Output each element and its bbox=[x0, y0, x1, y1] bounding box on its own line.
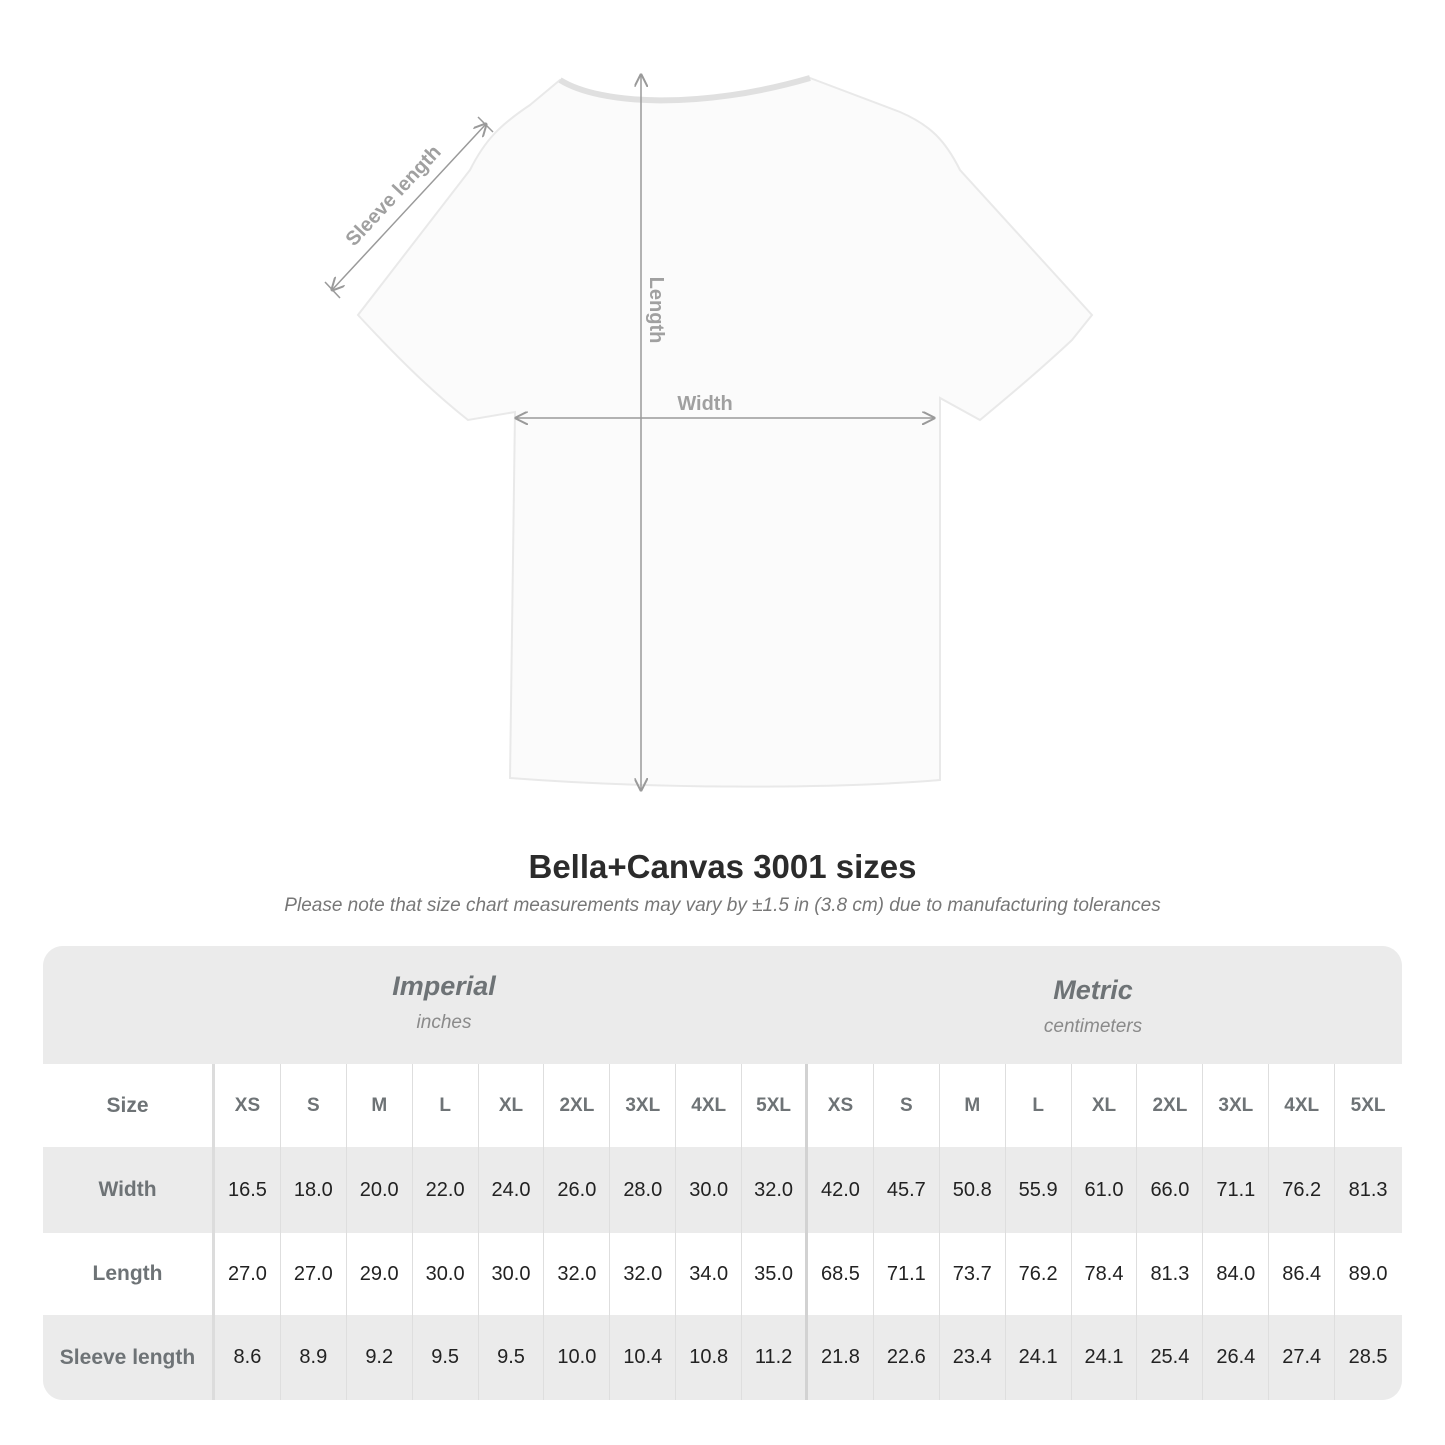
cell-imperial: 8.6 bbox=[215, 1315, 281, 1400]
cell-imperial: 32.0 bbox=[610, 1233, 677, 1315]
tshirt-diagram: Sleeve length Length Width bbox=[324, 0, 1094, 830]
cell-metric: 81.3 bbox=[1348, 1178, 1388, 1201]
metric-header: Metric centimeters bbox=[808, 975, 1378, 1038]
cell-metric: 24.1 bbox=[1006, 1315, 1072, 1400]
size-row: Size XS S M L XL 2XL 3XL 4XL 5XL XS S M L XL 2XL 3XL 4XL 5… bbox=[43, 1064, 1402, 1147]
size-header-imperial: L bbox=[413, 1064, 479, 1147]
cell-metric: 78.4 bbox=[1072, 1233, 1138, 1315]
cell-metric: 68.5 bbox=[808, 1233, 874, 1315]
cell-imperial: 9.5 bbox=[413, 1315, 479, 1400]
cell-metric: 71.1 bbox=[874, 1233, 940, 1315]
cell-imperial: 22.0 bbox=[413, 1147, 479, 1233]
cell-imperial: 32.0 bbox=[742, 1147, 809, 1233]
size-header-metric: 2XL bbox=[1137, 1064, 1204, 1147]
cell-metric: 84.0 bbox=[1203, 1233, 1270, 1315]
metric-unit: centimeters bbox=[1043, 1016, 1143, 1037]
size-header-metric: M bbox=[940, 1064, 1006, 1147]
cell-imperial: 27.0 bbox=[281, 1233, 347, 1315]
length-label: Length bbox=[645, 277, 667, 344]
table-row: Sleeve length 8.6 8.9 9.2 9.5 9.5 10.0 10.4 10.8… bbox=[43, 1315, 1402, 1400]
size-header-metric: XL bbox=[1072, 1064, 1138, 1147]
size-header-metric: 3XL bbox=[1203, 1064, 1270, 1147]
cell-metric: 66.0 bbox=[1137, 1147, 1204, 1233]
cell-imperial: 11.2 bbox=[742, 1315, 809, 1400]
cell-imperial: 9.2 bbox=[347, 1315, 413, 1400]
table-row: Width 16.5 18.0 20.0 22.0 24.0 26.0 28.0 30.0 32.… bbox=[43, 1147, 1402, 1233]
cell-imperial: 29.0 bbox=[347, 1233, 413, 1315]
cell-imperial: 30.0 bbox=[479, 1233, 545, 1315]
cell-imperial: 30.0 bbox=[676, 1147, 743, 1233]
cell-metric: 89.0 bbox=[1348, 1262, 1388, 1285]
cell-metric: 45.7 bbox=[874, 1147, 940, 1233]
size-header-metric: XS bbox=[808, 1064, 874, 1147]
cell-imperial: 34.0 bbox=[676, 1233, 743, 1315]
cell-imperial: 24.0 bbox=[479, 1147, 545, 1233]
cell-metric: 26.4 bbox=[1203, 1315, 1270, 1400]
cell-metric: 25.4 bbox=[1137, 1315, 1204, 1400]
cell-imperial: 9.5 bbox=[479, 1315, 545, 1400]
size-header-imperial: XL bbox=[479, 1064, 545, 1147]
cell-imperial: 16.5 bbox=[215, 1147, 281, 1233]
size-table: Imperial inches Metric centimeters Size X… bbox=[43, 946, 1402, 1400]
cell-metric: 50.8 bbox=[940, 1147, 1006, 1233]
size-header-imperial: 2XL bbox=[544, 1064, 611, 1147]
size-header-label: Size bbox=[43, 1064, 215, 1147]
imperial-header: Imperial inches bbox=[215, 971, 673, 1034]
cell-imperial: 18.0 bbox=[281, 1147, 347, 1233]
cell-metric: 22.6 bbox=[874, 1315, 940, 1400]
size-header-metric: 5XL bbox=[1350, 1094, 1386, 1116]
cell-imperial: 10.4 bbox=[610, 1315, 677, 1400]
system-header: Imperial inches Metric centimeters bbox=[43, 946, 1402, 1064]
row-label: Width bbox=[43, 1147, 215, 1233]
metric-title: Metric bbox=[1053, 975, 1133, 1005]
cell-imperial: 26.0 bbox=[544, 1147, 611, 1233]
cell-imperial: 8.9 bbox=[281, 1315, 347, 1400]
cell-metric: 27.4 bbox=[1269, 1315, 1336, 1400]
cell-metric: 71.1 bbox=[1203, 1147, 1270, 1233]
cell-imperial: 30.0 bbox=[413, 1233, 479, 1315]
cell-imperial: 27.0 bbox=[215, 1233, 281, 1315]
size-header-imperial: 3XL bbox=[610, 1064, 677, 1147]
size-header-metric: 4XL bbox=[1269, 1064, 1336, 1147]
size-header-imperial: M bbox=[347, 1064, 413, 1147]
cell-metric: 61.0 bbox=[1072, 1147, 1138, 1233]
cell-metric: 76.2 bbox=[1006, 1233, 1072, 1315]
cell-metric: 55.9 bbox=[1006, 1147, 1072, 1233]
cell-metric: 86.4 bbox=[1269, 1233, 1336, 1315]
row-label: Sleeve length bbox=[43, 1315, 215, 1400]
row-label: Length bbox=[43, 1233, 215, 1315]
tshirt-shape bbox=[356, 76, 1094, 788]
size-header-metric: S bbox=[874, 1064, 940, 1147]
cell-imperial: 35.0 bbox=[742, 1233, 809, 1315]
chart-title: Bella+Canvas 3001 sizes bbox=[528, 848, 917, 885]
cell-imperial: 20.0 bbox=[347, 1147, 413, 1233]
cell-metric: 76.2 bbox=[1269, 1147, 1336, 1233]
cell-metric: 81.3 bbox=[1137, 1233, 1204, 1315]
size-header-imperial: 4XL bbox=[676, 1064, 743, 1147]
table-row: Length 27.0 27.0 29.0 30.0 30.0 32.0 32.0 34.0 35… bbox=[43, 1233, 1402, 1315]
cell-imperial: 32.0 bbox=[544, 1233, 611, 1315]
cell-metric: 23.4 bbox=[940, 1315, 1006, 1400]
cell-metric: 21.8 bbox=[808, 1315, 874, 1400]
tolerance-note: Please note that size chart measurements… bbox=[284, 895, 1161, 916]
size-header-imperial: XS bbox=[215, 1064, 281, 1147]
imperial-unit: inches bbox=[416, 1012, 472, 1033]
cell-metric: 28.5 bbox=[1348, 1346, 1388, 1368]
cell-metric: 24.1 bbox=[1072, 1315, 1138, 1400]
sleeve-measure-line bbox=[332, 124, 486, 290]
width-label: Width bbox=[677, 393, 732, 415]
cell-imperial: 10.0 bbox=[544, 1315, 611, 1400]
imperial-title: Imperial bbox=[392, 971, 496, 1001]
size-header-imperial: 5XL bbox=[742, 1064, 809, 1147]
cell-imperial: 10.8 bbox=[676, 1315, 743, 1400]
cell-metric: 42.0 bbox=[808, 1147, 874, 1233]
cell-metric: 73.7 bbox=[940, 1233, 1006, 1315]
size-header-metric: L bbox=[1006, 1064, 1072, 1147]
cell-imperial: 28.0 bbox=[610, 1147, 677, 1233]
size-header-imperial: S bbox=[281, 1064, 347, 1147]
